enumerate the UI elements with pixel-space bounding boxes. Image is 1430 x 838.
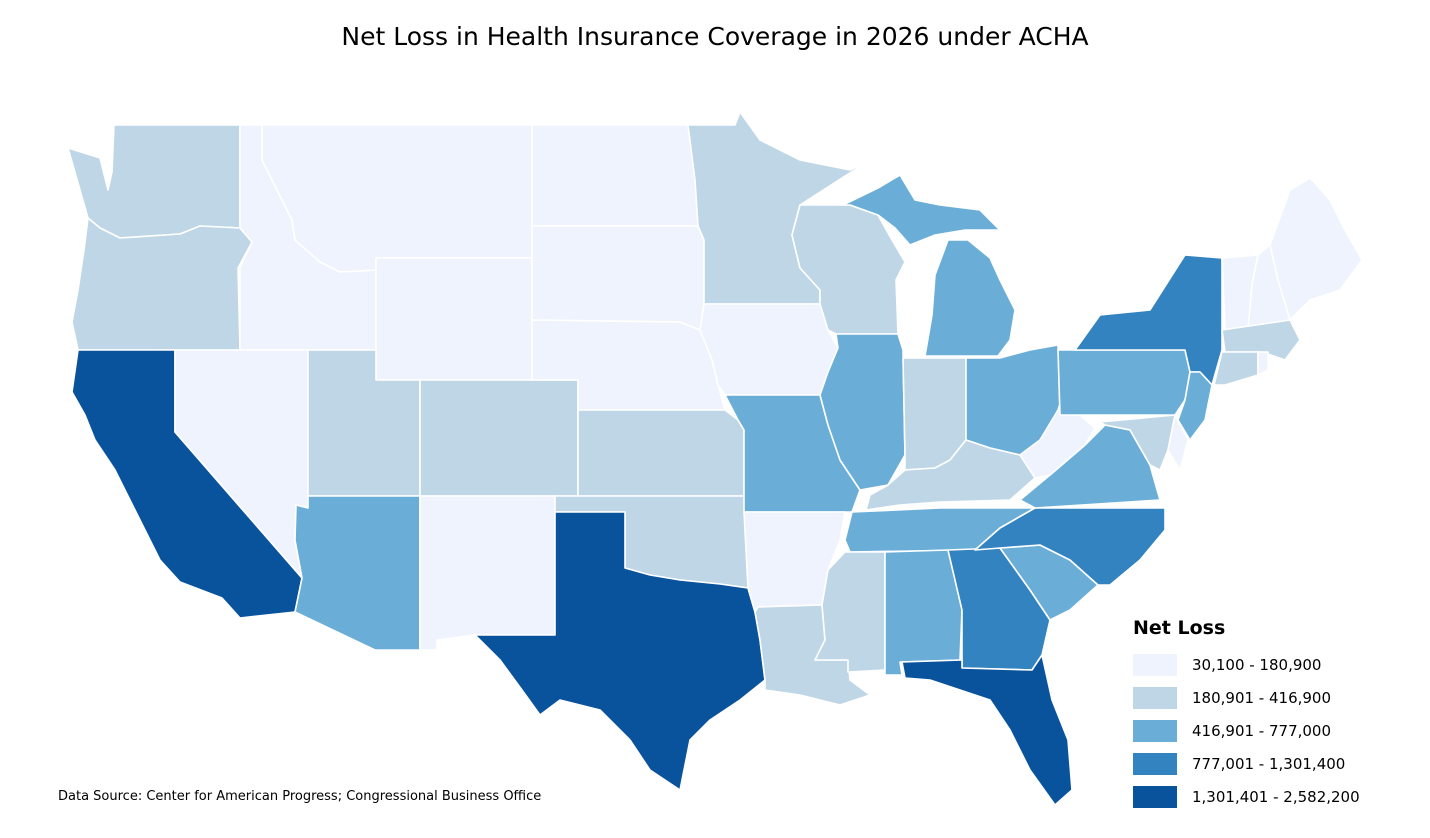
legend-title: Net Loss (1133, 617, 1226, 639)
state-FL (901, 654, 1073, 806)
state-IA (699, 303, 839, 396)
state-NM (419, 495, 556, 651)
state-NE (531, 319, 726, 411)
map-title: Net Loss in Health Insurance Coverage in… (341, 22, 1089, 51)
data-source-note: Data Source: Center for American Progres… (58, 789, 542, 804)
legend-swatch (1133, 752, 1177, 775)
state-NY (1074, 254, 1223, 386)
legend-swatch (1133, 785, 1177, 808)
state-OR (71, 217, 253, 351)
state-DE (1167, 414, 1189, 471)
state-WY (375, 257, 533, 381)
legend-label: 30,100 - 180,900 (1192, 655, 1322, 674)
state-TX (474, 511, 766, 791)
state-MI-upper (842, 174, 1001, 246)
state-WA (67, 124, 241, 239)
legend-row: 180,901 - 416,900 (1133, 681, 1360, 714)
state-MI (924, 239, 1016, 357)
legend-label: 1,301,401 - 2,582,200 (1192, 787, 1360, 806)
legend-swatch (1133, 686, 1177, 709)
legend-row: 416,901 - 777,000 (1133, 714, 1360, 747)
state-CT (1213, 351, 1259, 386)
legend-row: 1,301,401 - 2,582,200 (1133, 780, 1360, 813)
state-AL (884, 549, 963, 676)
legend-label: 180,901 - 416,900 (1192, 688, 1332, 707)
state-PA (1057, 349, 1191, 416)
legend-row: 777,001 - 1,301,400 (1133, 747, 1360, 780)
state-ME (1269, 177, 1363, 321)
state-NJ (1177, 371, 1213, 441)
state-IL (819, 333, 906, 491)
state-SD (531, 225, 705, 331)
legend-label: 416,901 - 777,000 (1192, 721, 1332, 740)
state-AZ (294, 495, 421, 651)
state-ND (531, 124, 699, 227)
legend-swatch (1133, 719, 1177, 742)
state-CO (419, 379, 579, 497)
legend-swatch (1133, 653, 1177, 676)
legend: Net Loss 30,100 - 180,900 180,901 - 416,… (1133, 617, 1360, 813)
state-NC (974, 507, 1166, 586)
legend-row: 30,100 - 180,900 (1133, 648, 1360, 681)
legend-label: 777,001 - 1,301,400 (1192, 754, 1346, 773)
state-RI (1257, 351, 1269, 376)
state-KS (577, 409, 745, 497)
